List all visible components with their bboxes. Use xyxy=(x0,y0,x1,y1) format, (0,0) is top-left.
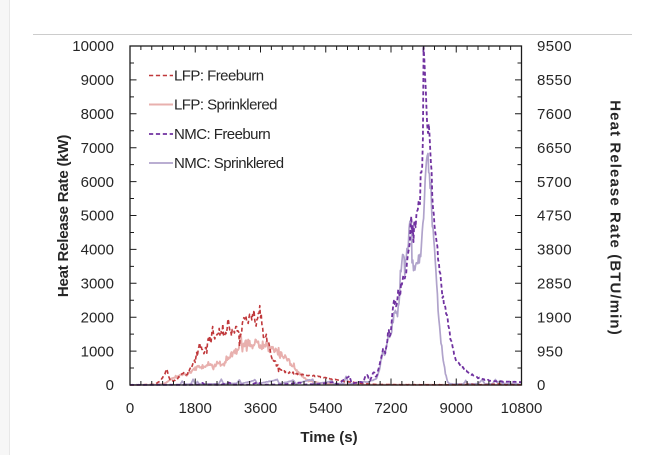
svg-text:4750: 4750 xyxy=(537,208,572,225)
svg-text:2000: 2000 xyxy=(81,309,114,326)
svg-text:2850: 2850 xyxy=(537,276,572,293)
svg-text:7600: 7600 xyxy=(537,106,572,123)
svg-text:0: 0 xyxy=(106,377,114,394)
svg-text:9000: 9000 xyxy=(81,72,114,89)
svg-text:5000: 5000 xyxy=(81,208,114,225)
svg-text:Heat Release Rate (BTU/min): Heat Release Rate (BTU/min) xyxy=(607,100,624,336)
svg-text:6650: 6650 xyxy=(537,140,572,157)
svg-text:0: 0 xyxy=(537,377,546,394)
svg-text:3600: 3600 xyxy=(244,400,277,417)
svg-text:10800: 10800 xyxy=(501,400,543,417)
svg-text:4000: 4000 xyxy=(81,242,114,259)
svg-text:950: 950 xyxy=(537,343,563,360)
svg-text:1000: 1000 xyxy=(81,343,114,360)
svg-text:LFP: Freeburn: LFP: Freeburn xyxy=(174,68,264,85)
svg-text:1900: 1900 xyxy=(537,309,572,326)
svg-text:3000: 3000 xyxy=(81,276,114,293)
svg-text:NMC: Sprinklered: NMC: Sprinklered xyxy=(174,155,284,172)
svg-text:8550: 8550 xyxy=(537,72,572,89)
svg-text:9500: 9500 xyxy=(537,38,572,55)
svg-text:0: 0 xyxy=(126,400,134,417)
svg-text:7000: 7000 xyxy=(81,140,114,157)
svg-text:3800: 3800 xyxy=(537,242,572,259)
svg-text:7200: 7200 xyxy=(374,400,407,417)
svg-text:5400: 5400 xyxy=(309,400,342,417)
svg-text:NMC: Freeburn: NMC: Freeburn xyxy=(174,126,270,143)
svg-text:5700: 5700 xyxy=(537,174,572,191)
svg-text:Heat Release Rate (kW): Heat Release Rate (kW) xyxy=(55,135,72,298)
svg-text:6000: 6000 xyxy=(81,174,114,191)
svg-text:9000: 9000 xyxy=(440,400,473,417)
svg-text:1800: 1800 xyxy=(179,400,212,417)
svg-text:Time (s): Time (s) xyxy=(300,429,357,446)
svg-text:10000: 10000 xyxy=(72,38,114,55)
svg-text:8000: 8000 xyxy=(81,106,114,123)
svg-text:LFP: Sprinklered: LFP: Sprinklered xyxy=(174,97,277,114)
